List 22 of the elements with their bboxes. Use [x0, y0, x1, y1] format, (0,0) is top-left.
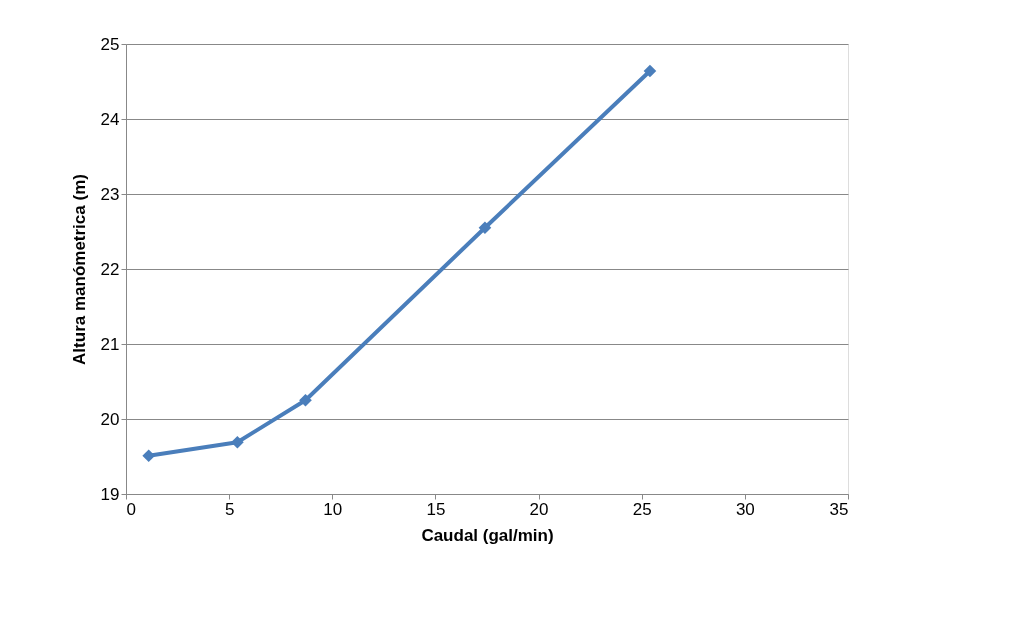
y-tick-label: 20: [100, 409, 120, 429]
x-tick-label: 30: [735, 499, 755, 519]
y-tick-label: 21: [100, 334, 120, 354]
x-tick-label: 0: [126, 499, 136, 519]
y-tick-label: 25: [100, 34, 120, 54]
x-tick-label: 5: [224, 499, 235, 519]
point: [478, 221, 492, 235]
point: [231, 435, 244, 449]
y-tick-label: 22: [100, 259, 120, 279]
x-tick-label: 10: [323, 499, 343, 519]
x-tick-label: 35: [829, 499, 849, 519]
y-tick-label: 23: [100, 184, 120, 204]
point: [643, 64, 657, 78]
point: [142, 449, 156, 463]
x-tick-label: 25: [632, 499, 652, 519]
point: [299, 393, 312, 407]
x-axis-title: Caudal (gal/min): [421, 525, 554, 545]
y-axis-title: Altura manómetrica (m): [69, 174, 89, 365]
x-tick-label: 20: [529, 499, 549, 519]
x-tick-label: 15: [426, 499, 446, 519]
y-tick-label: 19: [100, 484, 120, 504]
y-tick-label: 24: [100, 109, 120, 129]
